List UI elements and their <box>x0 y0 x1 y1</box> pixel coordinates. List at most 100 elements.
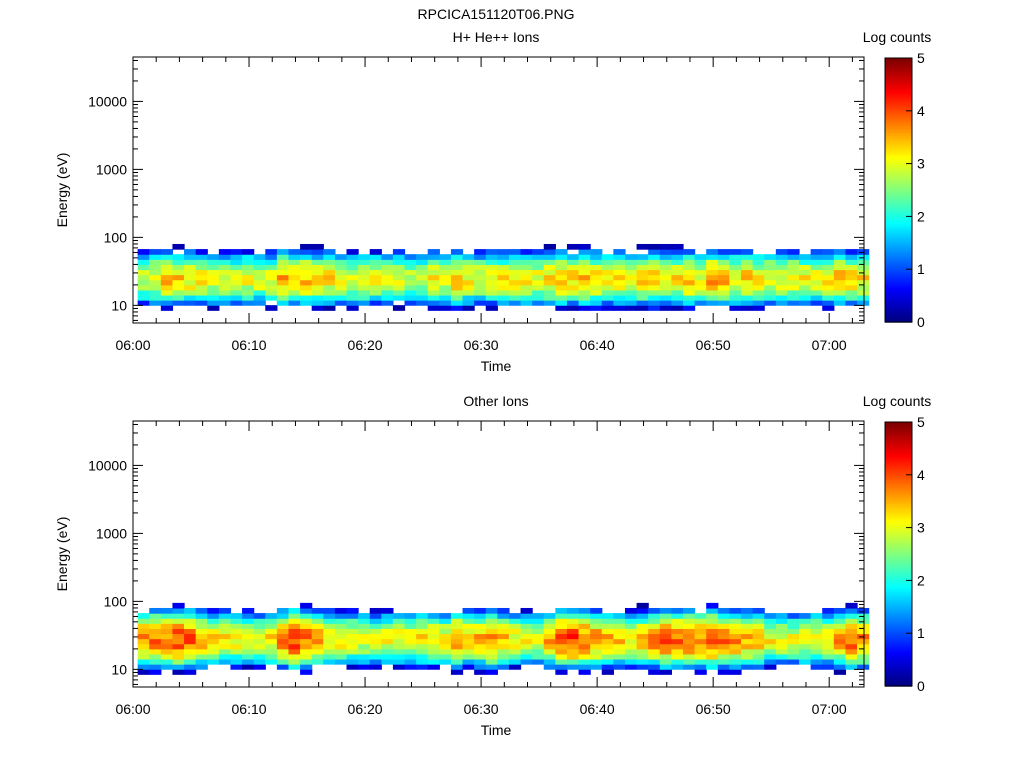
heatmap-cell <box>381 658 394 665</box>
heatmap-cell <box>311 305 324 311</box>
colorbar-segment <box>885 304 912 308</box>
heatmap-cell <box>578 658 591 665</box>
heatmap-cell <box>520 638 533 645</box>
heatmap-cell <box>184 618 197 624</box>
heatmap-cell <box>404 254 417 260</box>
heatmap-cell <box>485 613 498 619</box>
heatmap-cell <box>358 628 371 635</box>
colorbar-segment <box>885 102 912 105</box>
heatmap-cell <box>149 607 162 614</box>
heatmap-cell <box>822 643 835 650</box>
heatmap-cell <box>323 618 336 624</box>
colorbar-segment <box>885 130 912 134</box>
colorbar-segment <box>885 428 912 432</box>
heatmap-cell <box>381 633 394 640</box>
heatmap-cell <box>207 259 220 265</box>
heatmap-cell <box>787 643 800 650</box>
heatmap-cell <box>184 274 197 281</box>
heatmap-cell <box>392 648 406 655</box>
heatmap-cell <box>369 623 382 629</box>
heatmap-cell <box>311 279 324 286</box>
heatmap-cell <box>555 658 568 665</box>
heatmap-cell <box>381 648 394 655</box>
heatmap-cell <box>276 638 290 645</box>
heatmap-cell <box>729 643 742 650</box>
heatmap-cell <box>787 658 800 665</box>
heatmap-cell <box>242 633 255 640</box>
heatmap-cell <box>601 300 614 306</box>
heatmap-cell <box>404 643 417 650</box>
heatmap-cell <box>323 259 336 265</box>
colorbar-segment <box>885 282 912 286</box>
heatmap-cell <box>276 628 290 635</box>
heatmap-cell <box>311 623 324 629</box>
heatmap-cell <box>381 613 394 619</box>
colorbar-segment <box>885 461 912 465</box>
colorbar-segment <box>885 554 912 557</box>
colorbar-segment <box>885 523 912 527</box>
heatmap-cell <box>520 653 533 660</box>
x-tick-label: 06:00 <box>115 337 150 353</box>
heatmap-cell <box>474 638 487 645</box>
heatmap-cell <box>833 289 847 296</box>
heatmap-cell <box>253 643 266 650</box>
heatmap-cell <box>833 669 847 675</box>
heatmap-cell <box>474 618 487 624</box>
heatmap-cell <box>752 294 765 301</box>
heatmap-cell <box>485 279 498 286</box>
y-tick-label: 10 <box>111 297 127 313</box>
heatmap-cell <box>706 638 719 645</box>
heatmap-cell <box>857 284 870 291</box>
heatmap-cell <box>172 623 185 629</box>
colorbar-segment <box>885 289 912 292</box>
heatmap-cell <box>636 653 649 660</box>
heatmap-cell <box>682 249 696 255</box>
x-tick-label: 06:40 <box>580 337 615 353</box>
heatmap-cell <box>764 648 777 655</box>
heatmap-cell <box>833 279 847 286</box>
heatmap-cell <box>590 259 603 265</box>
heatmap-cell <box>799 289 812 296</box>
heatmap-cell <box>404 289 417 296</box>
heatmap-cell <box>404 648 417 655</box>
heatmap-cell <box>253 613 266 619</box>
heatmap-cell <box>450 254 464 260</box>
heatmap-cell <box>149 638 162 645</box>
heatmap-cell <box>706 664 719 670</box>
heatmap-cell <box>474 274 487 281</box>
heatmap-cell <box>799 613 812 619</box>
heatmap-cell <box>566 289 580 296</box>
heatmap-cell <box>265 628 278 635</box>
heatmap-cell <box>833 294 847 301</box>
colorbar-segment <box>885 611 912 615</box>
heatmap-cell <box>717 294 730 301</box>
colorbar-segment <box>885 593 912 597</box>
heatmap-cell <box>404 618 417 624</box>
heatmap-cell <box>648 254 661 260</box>
colorbar-segment <box>885 655 912 659</box>
heatmap-cell <box>578 623 591 629</box>
heatmap-cell <box>230 249 243 255</box>
colorbar-segment <box>885 626 912 630</box>
heatmap-cell <box>346 613 359 619</box>
heatmap-cell <box>799 300 812 306</box>
heatmap-cell <box>613 653 626 660</box>
x-tick-label: 06:00 <box>115 701 150 717</box>
heatmap-cell <box>184 279 197 286</box>
heatmap-cell <box>833 613 847 619</box>
heatmap-cell <box>288 259 301 265</box>
heatmap-cell <box>346 284 359 291</box>
heatmap-cell <box>404 633 417 640</box>
heatmap-cell <box>497 259 510 265</box>
heatmap-cell <box>358 269 371 276</box>
heatmap-cell <box>334 259 348 265</box>
heatmap-cell <box>706 284 719 291</box>
heatmap-cell <box>311 284 324 291</box>
heatmap-cell <box>265 643 278 650</box>
heatmap-cell <box>810 648 823 655</box>
heatmap-cell <box>323 284 336 291</box>
heatmap-cell <box>218 643 232 650</box>
heatmap-cell <box>752 300 765 306</box>
heatmap-cell <box>543 274 556 281</box>
heatmap-cell <box>427 664 440 670</box>
